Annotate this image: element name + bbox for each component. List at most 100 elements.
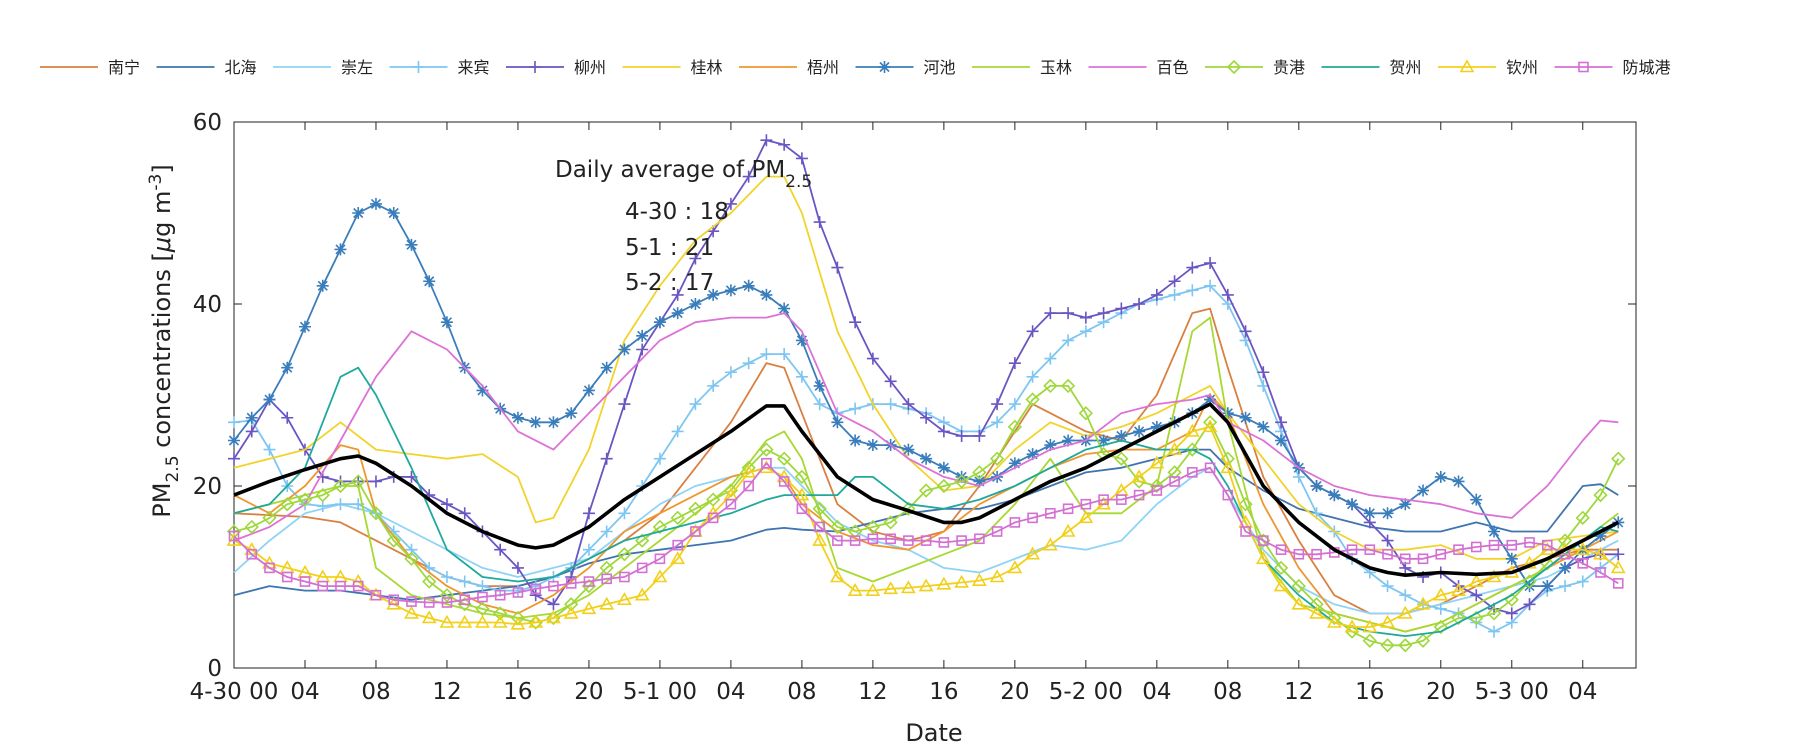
legend-label: 桂林 bbox=[691, 58, 723, 77]
data-point bbox=[1151, 485, 1163, 496]
data-point bbox=[1221, 407, 1234, 420]
data-point bbox=[600, 361, 613, 374]
data-point bbox=[884, 398, 897, 411]
data-point bbox=[1257, 420, 1270, 433]
data-point bbox=[475, 614, 490, 628]
data-point bbox=[653, 316, 666, 329]
data-point bbox=[1415, 596, 1431, 610]
data-point bbox=[281, 361, 294, 374]
data-point bbox=[1575, 510, 1590, 525]
data-point bbox=[725, 498, 737, 510]
data-point bbox=[297, 492, 313, 507]
data-point bbox=[1114, 451, 1129, 466]
annotation-line-3: 5-2 : 17 bbox=[625, 270, 714, 296]
legend-label: 钦州 bbox=[1506, 58, 1538, 77]
data-point bbox=[1098, 494, 1109, 505]
data-point bbox=[510, 616, 526, 630]
data-point bbox=[546, 610, 561, 626]
data-point bbox=[1167, 465, 1182, 480]
data-point bbox=[1559, 580, 1572, 593]
series-12 bbox=[233, 366, 1619, 637]
data-point bbox=[1026, 325, 1039, 338]
data-point bbox=[1612, 578, 1624, 589]
data-point bbox=[619, 571, 630, 583]
data-point bbox=[830, 569, 845, 583]
data-point bbox=[918, 578, 934, 592]
data-point bbox=[529, 61, 541, 73]
series-lines bbox=[226, 134, 1626, 653]
data-point bbox=[388, 594, 400, 606]
data-point bbox=[813, 379, 826, 392]
data-point bbox=[512, 587, 524, 598]
data-point bbox=[878, 61, 891, 73]
legend-entry: 北海 bbox=[156, 58, 257, 77]
data-point bbox=[1309, 605, 1324, 619]
data-point bbox=[1007, 419, 1022, 434]
data-point bbox=[1524, 537, 1535, 548]
data-point bbox=[706, 492, 721, 507]
data-point bbox=[1470, 589, 1483, 602]
data-point bbox=[226, 524, 242, 539]
data-point bbox=[971, 573, 987, 586]
data-point bbox=[847, 583, 863, 596]
data-point bbox=[849, 434, 862, 447]
y-tick-label: 20 bbox=[193, 474, 222, 500]
data-point bbox=[1505, 552, 1518, 565]
data-point bbox=[351, 474, 366, 489]
data-point bbox=[1043, 378, 1058, 394]
data-point bbox=[671, 307, 684, 320]
data-point bbox=[281, 411, 294, 424]
data-point bbox=[670, 510, 685, 525]
data-point bbox=[1398, 638, 1413, 653]
data-point bbox=[1131, 469, 1147, 483]
data-point bbox=[1399, 553, 1411, 565]
data-point bbox=[1078, 510, 1094, 524]
legend-label: 梧州 bbox=[807, 58, 839, 77]
data-point bbox=[600, 525, 613, 538]
data-point bbox=[1116, 494, 1127, 505]
data-point bbox=[1610, 560, 1626, 574]
data-point bbox=[564, 597, 579, 612]
annotation-line-1: 4-30 : 18 bbox=[625, 199, 729, 225]
data-point bbox=[832, 535, 843, 546]
data-point bbox=[1079, 311, 1092, 324]
x-tick-label: 12 bbox=[432, 679, 461, 705]
data-point bbox=[511, 411, 524, 424]
data-point bbox=[1327, 610, 1342, 626]
legend: 南宁 北海 崇左 来宾 柳州 桂林 梧州 河池 玉林 百色 贵港 贺州 钦州 防城港 bbox=[40, 58, 1671, 77]
data-point bbox=[412, 61, 425, 73]
data-point bbox=[991, 416, 1004, 429]
data-point bbox=[991, 526, 1003, 537]
data-point bbox=[1062, 434, 1075, 447]
data-point bbox=[1027, 512, 1038, 524]
data-point bbox=[1025, 546, 1040, 560]
data-point bbox=[548, 580, 559, 592]
data-point bbox=[1186, 261, 1199, 274]
data-point bbox=[440, 316, 453, 329]
data-point bbox=[866, 439, 879, 452]
data-point bbox=[1417, 553, 1429, 565]
y-tick-label: 0 bbox=[207, 656, 222, 682]
data-point bbox=[369, 197, 382, 210]
data-point bbox=[920, 535, 932, 546]
data-point bbox=[652, 569, 668, 583]
data-point bbox=[386, 533, 401, 548]
data-point bbox=[439, 588, 455, 603]
data-point bbox=[1397, 605, 1413, 619]
data-point bbox=[563, 605, 579, 619]
legend-entry: 百色 bbox=[1088, 58, 1189, 77]
data-point bbox=[1060, 523, 1076, 537]
data-point bbox=[1523, 598, 1536, 611]
legend-entry: 柳州 bbox=[506, 58, 606, 77]
data-point bbox=[617, 547, 632, 562]
data-point bbox=[1204, 393, 1217, 406]
data-point bbox=[334, 498, 347, 511]
data-point bbox=[1150, 420, 1163, 433]
legend-label: 贺州 bbox=[1390, 58, 1422, 77]
data-point bbox=[1185, 442, 1200, 457]
legend-entry: 防城港 bbox=[1554, 58, 1671, 77]
data-point bbox=[1415, 633, 1431, 648]
x-tick-label: 08 bbox=[1213, 679, 1242, 705]
data-point bbox=[1488, 625, 1501, 638]
data-point bbox=[1399, 589, 1412, 602]
